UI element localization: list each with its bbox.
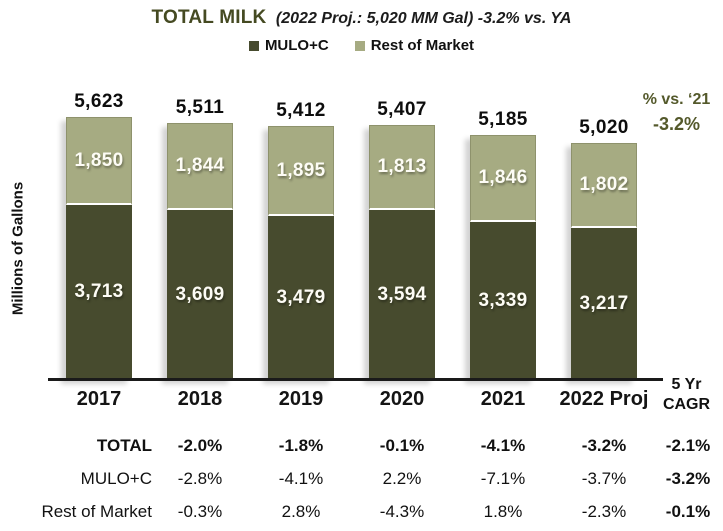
bar-total-label: 5,412	[276, 100, 326, 122]
bar-total-label: 5,511	[175, 96, 225, 118]
segment-mulo-c: 3,479	[268, 215, 334, 380]
y-axis-label: Millions of Gallons	[9, 181, 27, 316]
stacked-bar-2017: 1,850 3,713	[66, 117, 132, 380]
segment-value-label: 1,802	[579, 174, 629, 196]
x-axis-line	[48, 378, 663, 381]
chart-title-row: TOTAL MILK (2022 Proj.: 5,020 MM Gal) -3…	[0, 7, 723, 29]
segment-value-label: 3,609	[175, 283, 225, 305]
bar-total-label: 5,185	[478, 109, 528, 131]
table-cell: -2.8%	[177, 469, 223, 488]
stacked-bar-2021: 1,846 3,339	[470, 135, 536, 380]
table-cell: -3.2%	[581, 436, 627, 455]
table-cell: -7.1%	[480, 469, 526, 488]
cagr-header-line1: 5 Yr	[671, 376, 702, 393]
legend-label: MULO+C	[264, 37, 329, 54]
segment-value-label: 3,479	[276, 286, 326, 308]
legend: MULO+C Rest of Market	[0, 37, 723, 54]
segment-value-label: 3,217	[579, 293, 629, 315]
segment-rest-of-market: 1,850	[66, 117, 132, 205]
segment-value-label: 1,844	[175, 154, 225, 176]
segment-rest-of-market: 1,846	[470, 135, 536, 223]
legend-item-mulo-c: MULO+C	[248, 37, 329, 54]
table-row-label-mulo-c: MULO+C	[80, 469, 152, 488]
stacked-bar-2022-proj: 1,802 3,217	[571, 143, 637, 380]
x-axis-tick-2018: 2018	[177, 388, 223, 410]
legend-swatch-icon	[354, 40, 365, 51]
table-cell: -3.7%	[581, 469, 627, 488]
segment-value-label: 3,339	[478, 290, 528, 312]
stacked-bar-2018: 1,844 3,609	[167, 122, 233, 380]
chart-title: TOTAL MILK	[151, 7, 267, 28]
x-axis-tick-2020: 2020	[379, 388, 425, 410]
stacked-bar-2019: 1,895 3,479	[268, 126, 334, 380]
segment-value-label: 1,850	[74, 149, 124, 171]
table-cell: -2.3%	[581, 502, 627, 521]
segment-rest-of-market: 1,813	[369, 124, 435, 211]
legend-label: Rest of Market	[370, 37, 475, 54]
x-axis-tick-2022-proj: 2022 Proj	[559, 388, 649, 410]
table-cagr-cell: -0.1%	[665, 502, 711, 521]
segment-rest-of-market: 1,844	[167, 122, 233, 210]
segment-value-label: 1,813	[377, 156, 427, 178]
table-cagr-cell: -3.2%	[665, 469, 711, 488]
x-axis-tick-2017: 2017	[76, 388, 122, 410]
cagr-column-header: 5 Yr CAGR	[650, 375, 723, 415]
segment-mulo-c: 3,217	[571, 228, 637, 380]
segment-rest-of-market: 1,895	[268, 126, 334, 216]
segment-value-label: 1,846	[478, 167, 528, 189]
segment-value-label: 1,895	[276, 159, 326, 181]
table-cell: -2.0%	[177, 436, 223, 455]
stacked-bar-2020: 1,813 3,594	[369, 124, 435, 380]
table-row-label-total: TOTAL	[96, 436, 152, 455]
legend-swatch-icon	[248, 40, 259, 51]
table-cell: -0.1%	[379, 436, 425, 455]
segment-value-label: 3,594	[377, 284, 427, 306]
segment-mulo-c: 3,594	[369, 210, 435, 380]
segment-mulo-c: 3,339	[470, 222, 536, 380]
bar-total-label: 5,623	[74, 91, 124, 113]
pct-vs-21-value: -3.2%	[652, 114, 701, 134]
table-cagr-cell: -2.1%	[665, 436, 711, 455]
table-cell: -4.3%	[379, 502, 425, 521]
pct-vs-21-label: % vs. ‘21	[642, 91, 711, 108]
segment-mulo-c: 3,609	[167, 209, 233, 380]
table-cell: -1.8%	[278, 436, 324, 455]
bar-total-label: 5,020	[579, 117, 629, 139]
table-cell: -4.1%	[278, 469, 324, 488]
table-row-label-rest-of-market: Rest of Market	[41, 502, 152, 521]
table-cell: -4.1%	[480, 436, 526, 455]
bar-total-label: 5,407	[377, 98, 427, 120]
chart-subtitle: (2022 Proj.: 5,020 MM Gal) -3.2% vs. YA	[275, 10, 572, 27]
segment-value-label: 3,713	[74, 281, 124, 303]
x-axis-tick-2021: 2021	[480, 388, 526, 410]
table-cell: 2.2%	[382, 469, 422, 488]
table-cell: 2.8%	[281, 502, 321, 521]
table-cell: -0.3%	[177, 502, 223, 521]
x-axis-tick-2019: 2019	[278, 388, 324, 410]
segment-rest-of-market: 1,802	[571, 143, 637, 229]
table-cell: 1.8%	[483, 502, 523, 521]
legend-item-rest-of-market: Rest of Market	[354, 37, 475, 54]
segment-mulo-c: 3,713	[66, 204, 132, 380]
cagr-header-line2: CAGR	[662, 396, 711, 413]
